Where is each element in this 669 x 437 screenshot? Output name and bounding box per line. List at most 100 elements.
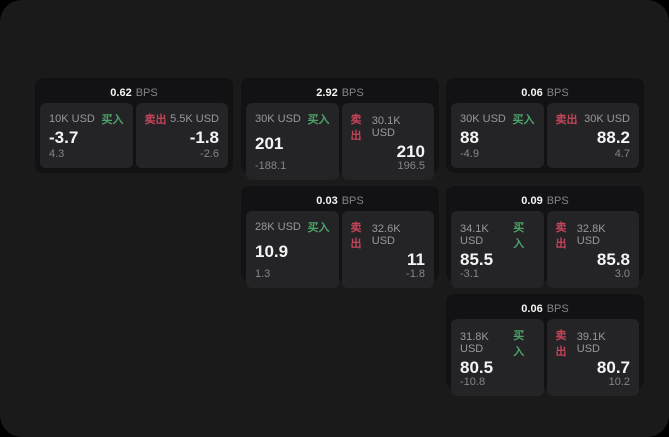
card-body: 30K USD 买入 201 -188.1 卖出 30.1K USD 210 1… — [246, 103, 434, 180]
sell-amount: 32.6K USD — [371, 223, 401, 247]
buy-panel[interactable]: 30K USD 买入 88 -4.9 — [451, 103, 544, 168]
buy-value: 10.9 — [255, 242, 289, 261]
buy-amount: 30K USD — [255, 113, 301, 125]
buy-sub-value: -10.8 — [460, 376, 486, 388]
bps-value: 0.09 — [521, 195, 543, 207]
buy-amount: 31.8K USD — [460, 331, 489, 355]
sell-amount: 32.8K USD — [576, 223, 606, 247]
buy-panel-top: 28K USD 买入 — [255, 219, 330, 235]
card-body: 31.8K USD 买入 80.5 -10.8 卖出 39.1K USD 80.… — [451, 319, 639, 396]
buy-amount: 30K USD — [460, 113, 506, 125]
sell-sub-value: 4.7 — [614, 148, 630, 160]
sell-value: 85.8 — [596, 250, 630, 269]
bps-value: 0.06 — [521, 87, 543, 99]
card-header: 0.03 BPS — [246, 191, 434, 211]
bps-value: 0.06 — [521, 303, 543, 315]
sell-value: 80.7 — [596, 358, 630, 377]
buy-panel[interactable]: 34.1K USD 买入 85.5 -3.1 — [451, 211, 544, 288]
buy-panel-top: 34.1K USD 买入 — [460, 219, 535, 251]
sell-panel[interactable]: 卖出 32.6K USD 11 -1.8 — [341, 211, 434, 288]
sell-label: 卖出 — [555, 330, 567, 358]
sell-sub-value: -2.6 — [200, 148, 219, 160]
quote-card: 0.03 BPS 28K USD 买入 10.9 1.3 卖出 32.6K US… — [241, 186, 439, 288]
sell-panel[interactable]: 卖出 30K USD 88.2 4.7 — [546, 103, 639, 168]
buy-panel[interactable]: 30K USD 买入 201 -188.1 — [246, 103, 339, 180]
card-header: 0.06 BPS — [451, 299, 639, 319]
sell-panel-top: 卖出 5.5K USD — [145, 111, 220, 127]
buy-panel-top: 30K USD 买入 — [255, 111, 330, 127]
sell-sub-value: 3.0 — [614, 268, 630, 280]
sell-value: 88.2 — [596, 128, 630, 147]
bps-unit-label: BPS — [341, 87, 364, 99]
buy-value: 85.5 — [460, 250, 494, 269]
buy-amount: 28K USD — [255, 221, 301, 233]
bps-value: 0.62 — [110, 87, 132, 99]
quote-card: 0.09 BPS 34.1K USD 买入 85.5 -3.1 卖出 32.8K… — [446, 186, 644, 288]
sell-label: 卖出 — [350, 222, 362, 250]
bps-value: 2.92 — [316, 87, 338, 99]
buy-amount: 34.1K USD — [460, 223, 489, 247]
buy-panel[interactable]: 28K USD 买入 10.9 1.3 — [246, 211, 339, 288]
sell-panel[interactable]: 卖出 39.1K USD 80.7 10.2 — [546, 319, 639, 396]
sell-amount: 5.5K USD — [170, 113, 219, 125]
sell-value: -1.8 — [189, 128, 219, 147]
sell-label: 卖出 — [555, 114, 578, 126]
buy-label: 买入 — [513, 330, 525, 358]
sell-label: 卖出 — [555, 222, 567, 250]
quote-card: 0.62 BPS 10K USD 买入 -3.7 4.3 卖出 5.5K USD… — [35, 78, 233, 173]
sell-panel[interactable]: 卖出 30.1K USD 210 196.5 — [341, 103, 434, 180]
card-header: 0.09 BPS — [451, 191, 639, 211]
sell-panel-top: 卖出 30.1K USD — [351, 111, 426, 143]
bps-unit-label: BPS — [546, 303, 569, 315]
bps-unit-label: BPS — [341, 195, 364, 207]
card-header: 0.62 BPS — [40, 83, 228, 103]
sell-sub-value: -1.8 — [406, 268, 425, 280]
card-header: 2.92 BPS — [246, 83, 434, 103]
buy-label: 买入 — [307, 114, 330, 126]
sell-panel[interactable]: 卖出 5.5K USD -1.8 -2.6 — [135, 103, 228, 168]
bps-unit-label: BPS — [546, 195, 569, 207]
buy-panel-top: 30K USD 买入 — [460, 111, 535, 127]
buy-label: 买入 — [101, 114, 124, 126]
buy-sub-value: 4.3 — [49, 148, 65, 160]
buy-panel-top: 10K USD 买入 — [49, 111, 124, 127]
sell-sub-value: 196.5 — [397, 160, 425, 172]
quote-card: 0.06 BPS 31.8K USD 买入 80.5 -10.8 卖出 39.1… — [446, 294, 644, 396]
card-body: 28K USD 买入 10.9 1.3 卖出 32.6K USD 11 -1.8 — [246, 211, 434, 288]
buy-sub-value: -4.9 — [460, 148, 479, 160]
sell-panel-top: 卖出 39.1K USD — [556, 327, 631, 359]
bps-value: 0.03 — [316, 195, 338, 207]
sell-label: 卖出 — [350, 114, 362, 142]
sell-amount: 30.1K USD — [371, 115, 401, 139]
card-body: 34.1K USD 买入 85.5 -3.1 卖出 32.8K USD 85.8… — [451, 211, 639, 288]
sell-panel-top: 卖出 30K USD — [556, 111, 631, 127]
bps-unit-label: BPS — [135, 87, 158, 99]
sell-label: 卖出 — [144, 114, 167, 126]
sell-value: 11 — [407, 250, 425, 269]
buy-sub-value: -188.1 — [255, 160, 287, 172]
buy-label: 买入 — [512, 114, 535, 126]
buy-value: 88 — [460, 128, 479, 147]
buy-sub-value: 1.3 — [255, 268, 271, 280]
sell-panel-top: 卖出 32.6K USD — [351, 219, 426, 251]
buy-label: 买入 — [307, 222, 330, 234]
buy-value: -3.7 — [49, 128, 79, 147]
sell-sub-value: 10.2 — [608, 376, 630, 388]
buy-panel-top: 31.8K USD 买入 — [460, 327, 535, 359]
buy-sub-value: -3.1 — [460, 268, 479, 280]
quote-card: 2.92 BPS 30K USD 买入 201 -188.1 卖出 30.1K … — [241, 78, 439, 180]
quote-card: 0.06 BPS 30K USD 买入 88 -4.9 卖出 30K USD 8… — [446, 78, 644, 173]
sell-panel-top: 卖出 32.8K USD — [556, 219, 631, 251]
buy-value: 80.5 — [460, 358, 494, 377]
sell-panel[interactable]: 卖出 32.8K USD 85.8 3.0 — [546, 211, 639, 288]
bps-unit-label: BPS — [546, 87, 569, 99]
card-body: 10K USD 买入 -3.7 4.3 卖出 5.5K USD -1.8 -2.… — [40, 103, 228, 168]
buy-panel[interactable]: 31.8K USD 买入 80.5 -10.8 — [451, 319, 544, 396]
buy-panel[interactable]: 10K USD 买入 -3.7 4.3 — [40, 103, 133, 168]
sell-value: 210 — [396, 142, 425, 161]
buy-amount: 10K USD — [49, 113, 95, 125]
buy-value: 201 — [255, 134, 284, 153]
card-header: 0.06 BPS — [451, 83, 639, 103]
card-body: 30K USD 买入 88 -4.9 卖出 30K USD 88.2 4.7 — [451, 103, 639, 168]
